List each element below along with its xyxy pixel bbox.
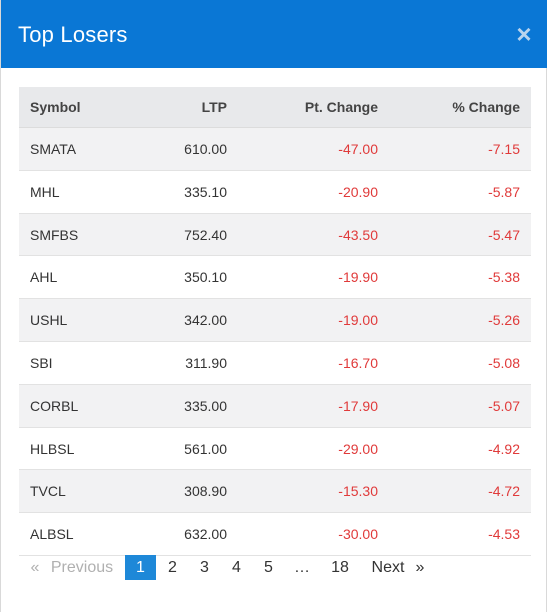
cell-pct-change: -5.08 — [488, 354, 520, 371]
cell-ltp: 308.90 — [184, 483, 227, 500]
table-row: TVCL 308.90 -15.30 -4.72 — [19, 470, 531, 514]
table-row: USHL 342.00 -19.00 -5.26 — [19, 299, 531, 342]
cell-pt-change: -16.70 — [338, 354, 378, 371]
table-body: SMATA 610.00 -47.00 -7.15 MHL 335.10 -20.90 -5.… — [19, 128, 531, 556]
column-header-ltp: LTP — [201, 99, 227, 115]
modal-header: Top Losers × — [1, 0, 547, 68]
cell-symbol: AHL — [30, 269, 58, 286]
next-arrow-icon[interactable]: » — [415, 559, 425, 576]
cell-ltp: 610.00 — [184, 141, 227, 157]
table-row: MHL 335.10 -20.90 -5.87 — [19, 170, 531, 214]
column-header-pt-change: Pt. Change — [304, 99, 378, 115]
cell-pt-change: -30.00 — [338, 526, 378, 543]
cell-pct-change: -7.15 — [488, 141, 520, 157]
page-link-1[interactable]: 1 — [125, 555, 156, 580]
cell-ltp: 632.00 — [184, 526, 227, 543]
page-link-5[interactable]: 5 — [264, 559, 273, 576]
page-link-4[interactable]: 4 — [232, 559, 241, 576]
cell-symbol: SBI — [30, 354, 53, 371]
cell-pt-change: -43.50 — [338, 226, 378, 243]
cell-pct-change: -5.38 — [488, 269, 520, 286]
losers-table: Symbol LTP Pt. Change % Change SMATA 610.… — [19, 87, 531, 556]
table-row: CORBL 335.00 -17.90 -5.07 — [19, 384, 531, 428]
cell-pt-change: -17.90 — [338, 397, 378, 414]
cell-pct-change: -5.87 — [488, 183, 520, 200]
cell-pct-change: -5.47 — [488, 226, 520, 243]
cell-pt-change: -29.00 — [338, 440, 378, 457]
cell-symbol: TVCL — [30, 483, 66, 500]
cell-pt-change: -20.90 — [338, 183, 378, 200]
modal-title: Top Losers — [18, 22, 128, 47]
table-row: AHL 350.10 -19.90 -5.38 — [19, 256, 531, 300]
table-row: SBI 311.90 -16.70 -5.08 — [19, 341, 531, 385]
cell-pt-change: -47.00 — [338, 141, 378, 157]
pagination-ellipsis: … — [294, 559, 310, 576]
cell-ltp: 350.10 — [184, 269, 227, 286]
previous-arrow-icon: « — [30, 559, 40, 576]
table-row: SMATA 610.00 -47.00 -7.15 — [19, 128, 531, 171]
table-row: SMFBS 752.40 -43.50 -5.47 — [19, 213, 531, 257]
page-link-2[interactable]: 2 — [168, 559, 177, 576]
cell-ltp: 335.00 — [184, 397, 227, 414]
table-row: HLBSL 561.00 -29.00 -4.92 — [19, 427, 531, 471]
cell-pct-change: -4.92 — [488, 440, 520, 457]
cell-symbol: MHL — [30, 183, 60, 200]
cell-pt-change: -15.30 — [338, 483, 378, 500]
pagination: « Previous 1 2 3 4 5 … 18 Next » — [19, 555, 531, 580]
table-header: Symbol LTP Pt. Change % Change — [19, 87, 531, 128]
cell-pt-change: -19.00 — [338, 312, 378, 329]
cell-ltp: 752.40 — [184, 226, 227, 243]
cell-pct-change: -4.53 — [488, 526, 520, 543]
cell-pt-change: -19.90 — [338, 269, 378, 286]
cell-ltp: 335.10 — [184, 183, 227, 200]
cell-symbol: ALBSL — [30, 526, 74, 543]
cell-ltp: 342.00 — [184, 312, 227, 329]
cell-pct-change: -5.07 — [488, 397, 520, 414]
cell-symbol: SMFBS — [30, 226, 79, 243]
cell-pct-change: -5.26 — [488, 312, 520, 329]
page-link-18[interactable]: 18 — [331, 559, 349, 576]
cell-symbol: USHL — [30, 312, 68, 329]
page-link-3[interactable]: 3 — [200, 559, 209, 576]
table-row: ALBSL 632.00 -30.00 -4.53 — [19, 513, 531, 556]
cell-symbol: CORBL — [30, 397, 79, 414]
column-header-pct-change: % Change — [452, 99, 520, 115]
cell-pct-change: -4.72 — [488, 483, 520, 500]
column-header-symbol: Symbol — [30, 99, 81, 115]
next-page-link[interactable]: Next — [371, 559, 405, 576]
previous-page-link[interactable]: Previous — [50, 559, 114, 576]
close-icon[interactable]: × — [516, 19, 532, 49]
cell-symbol: SMATA — [30, 141, 77, 157]
cell-ltp: 311.90 — [185, 354, 227, 371]
cell-ltp: 561.00 — [184, 440, 227, 457]
cell-symbol: HLBSL — [30, 440, 75, 457]
